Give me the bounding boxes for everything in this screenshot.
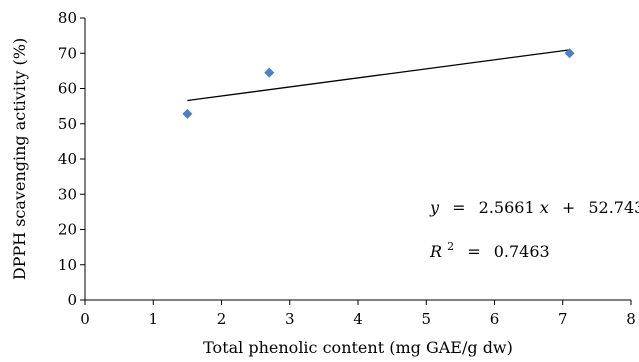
data-points: [182, 48, 575, 119]
equation-intercept: 52.743: [588, 198, 639, 217]
x-tick-label: 4: [353, 310, 363, 328]
x-tick-label: 3: [285, 310, 295, 328]
y-tick-label: 60: [58, 80, 77, 98]
x-axis-title: Total phenolic content (mg GAE/g dw): [203, 338, 513, 357]
x-tick-label: 6: [490, 310, 500, 328]
y-tick-label: 20: [58, 221, 77, 239]
y-tick-label: 10: [58, 256, 77, 274]
r-squared-exponent: 2: [447, 240, 454, 253]
x-tick-label: 7: [558, 310, 568, 328]
y-axis-title: DPPH scavenging activity (%): [10, 38, 29, 280]
y-tick-label: 30: [58, 185, 77, 203]
x-tick-label: 0: [80, 310, 90, 328]
x-tick-label: 2: [217, 310, 227, 328]
x-tick-label: 8: [626, 310, 636, 328]
x-ticks: 0 1 2 3 4 5 6 7 8: [80, 300, 636, 328]
r-squared-value: 0.7463: [494, 242, 550, 261]
equation-y-var: y: [429, 198, 440, 217]
y-tick-label: 70: [58, 44, 77, 62]
r-squared-eq-sign: =: [467, 242, 480, 261]
equation-eq-sign: =: [452, 198, 465, 217]
y-ticks: 0 10 20 30 40 50 60 70 80: [58, 9, 85, 309]
y-tick-label: 0: [67, 291, 77, 309]
regression-equation: y = 2.5661 x + 52.743: [429, 198, 639, 217]
equation-plus: +: [562, 198, 575, 217]
data-point: [182, 108, 193, 119]
y-tick-label: 40: [58, 150, 77, 168]
x-tick-label: 1: [148, 310, 158, 328]
r-squared-var: R: [429, 242, 442, 261]
equation-x-var: x: [540, 198, 549, 217]
r-squared-label: R 2 = 0.7463: [429, 235, 550, 261]
y-tick-label: 50: [58, 115, 77, 133]
trendline: [187, 49, 570, 102]
data-point: [264, 67, 275, 78]
x-tick-label: 5: [421, 310, 431, 328]
y-tick-label: 80: [58, 9, 77, 27]
data-point: [564, 48, 575, 59]
equation-slope: 2.5661: [479, 198, 535, 217]
